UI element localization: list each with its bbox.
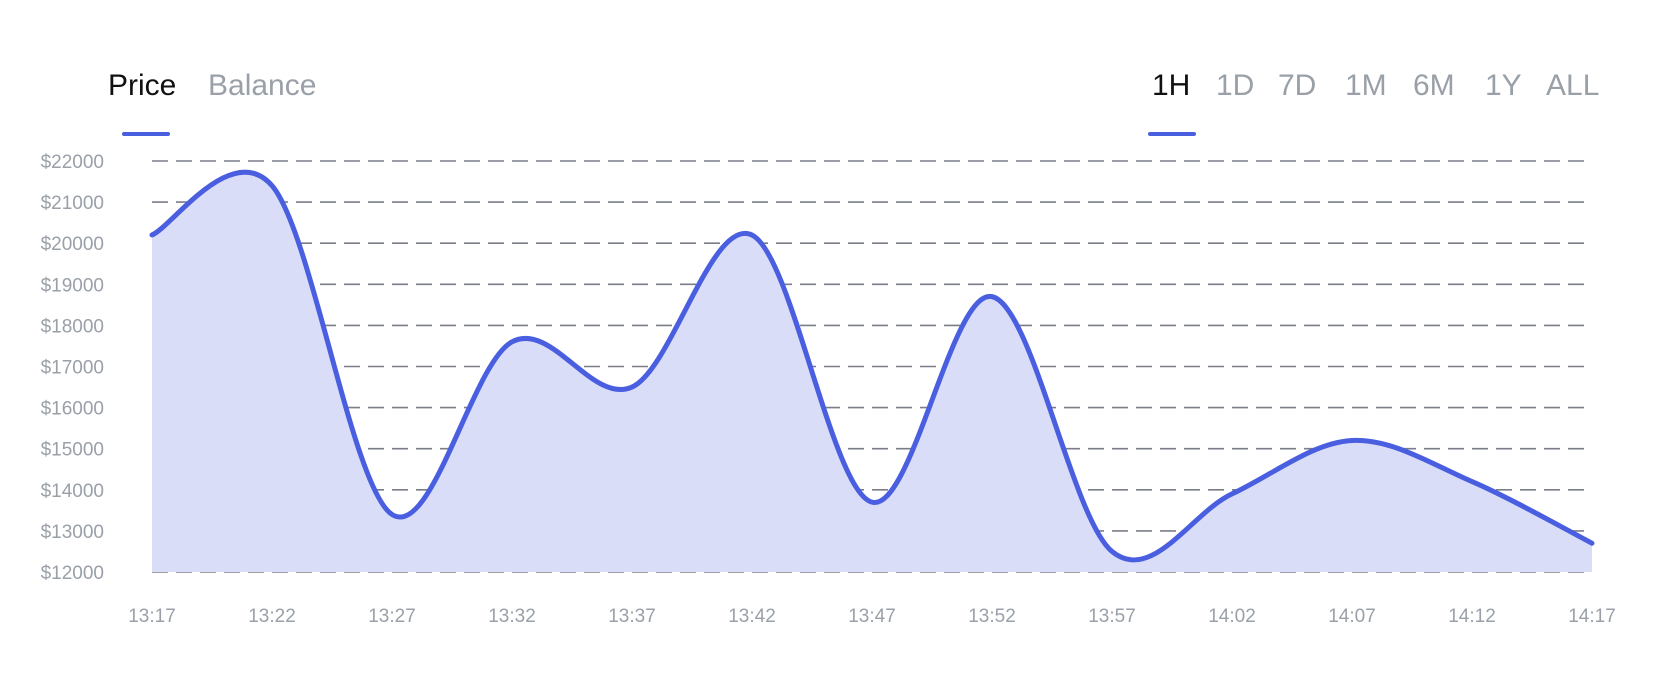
x-axis-ticks: 13:17 13:22 13:27 13:32 13:37 13:42 13:47 13:52… <box>128 606 1616 627</box>
y-tick-label: $18000 <box>41 316 104 337</box>
data-point[interactable] <box>1586 537 1598 549</box>
x-tick-label: 14:12 <box>1448 606 1496 627</box>
x-tick-label: 14:07 <box>1328 606 1376 627</box>
x-tick-label: 13:22 <box>248 606 296 627</box>
y-tick-label: $15000 <box>41 440 104 461</box>
x-tick-label: 14:02 <box>1208 606 1256 627</box>
data-point[interactable] <box>746 229 758 241</box>
data-point[interactable] <box>506 336 518 348</box>
data-point[interactable] <box>1106 545 1118 557</box>
price-line <box>149 169 1595 563</box>
y-tick-label: $12000 <box>41 563 104 584</box>
data-point[interactable] <box>1466 476 1478 488</box>
x-tick-label: 13:52 <box>968 606 1016 627</box>
y-axis-ticks: $12000 $13000 $14000 $15000 $16000 $17000 $180… <box>41 152 104 584</box>
range-tab-1m[interactable]: 1M <box>1345 69 1387 102</box>
range-tab-all[interactable]: ALL <box>1546 69 1600 102</box>
y-tick-label: $20000 <box>41 234 104 255</box>
y-tick-label: $13000 <box>41 522 104 543</box>
tab-balance[interactable]: Balance <box>208 69 317 102</box>
data-point[interactable] <box>866 496 878 508</box>
range-tab-1y[interactable]: 1Y <box>1485 69 1522 102</box>
data-point[interactable] <box>386 508 398 520</box>
range-tab-6m[interactable]: 6M <box>1413 69 1455 102</box>
range-tab-indicator <box>1148 132 1196 136</box>
metric-tab-indicator <box>122 132 170 136</box>
range-tab-1h[interactable]: 1H <box>1152 69 1191 102</box>
x-tick-label: 13:42 <box>728 606 776 627</box>
x-tick-label: 13:32 <box>488 606 536 627</box>
y-tick-label: $14000 <box>41 481 104 502</box>
y-tick-label: $19000 <box>41 275 104 296</box>
price-area-fill <box>152 172 1592 572</box>
x-tick-label: 13:57 <box>1088 606 1136 627</box>
y-tick-label: $21000 <box>41 193 104 214</box>
y-tick-label: $17000 <box>41 358 104 379</box>
data-point[interactable] <box>266 180 278 192</box>
x-tick-label: 13:47 <box>848 606 896 627</box>
data-point[interactable] <box>626 381 638 393</box>
y-tick-label: $22000 <box>41 152 104 173</box>
tab-price[interactable]: Price <box>108 69 177 102</box>
x-tick-label: 13:37 <box>608 606 656 627</box>
x-tick-label: 13:17 <box>128 606 176 627</box>
y-tick-label: $16000 <box>41 399 104 420</box>
range-tab-7d[interactable]: 7D <box>1278 69 1317 102</box>
range-tab-1d[interactable]: 1D <box>1216 69 1255 102</box>
x-tick-label: 14:17 <box>1568 606 1616 627</box>
x-tick-label: 13:27 <box>368 606 416 627</box>
data-point[interactable] <box>146 229 158 241</box>
data-point[interactable] <box>986 291 998 303</box>
data-point[interactable] <box>1226 488 1238 500</box>
data-point[interactable] <box>1346 434 1358 446</box>
